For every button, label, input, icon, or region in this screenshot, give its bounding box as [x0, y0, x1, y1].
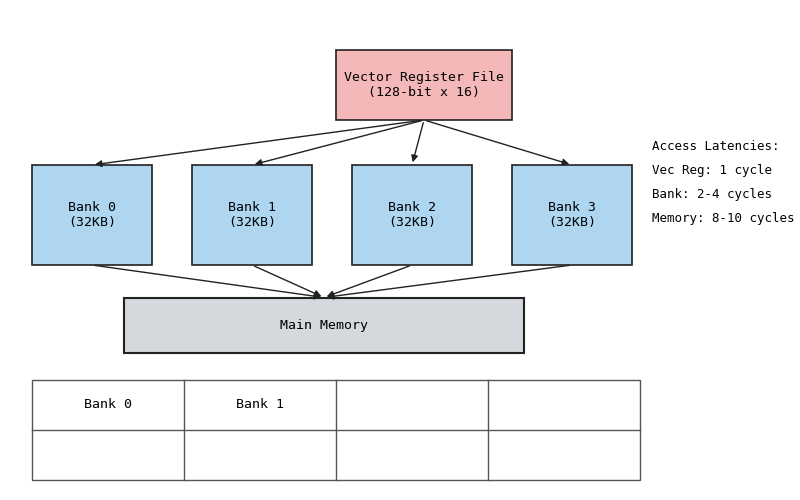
Text: Bank 1: Bank 1 [236, 398, 284, 411]
Text: Vec Reg: 1 cycle: Vec Reg: 1 cycle [652, 164, 772, 177]
Bar [124, 298, 524, 352]
Text: Vector Register File
(128-bit x 16): Vector Register File (128-bit x 16) [344, 71, 504, 99]
Text: Memory: 8-10 cycles: Memory: 8-10 cycles [652, 212, 794, 225]
Bar [32, 165, 152, 265]
Text: Bank 1
(32KB): Bank 1 (32KB) [228, 201, 276, 229]
Bar [512, 165, 632, 265]
Text: Bank 2
(32KB): Bank 2 (32KB) [388, 201, 436, 229]
Text: Bank 0
(32KB): Bank 0 (32KB) [68, 201, 116, 229]
Text: Main Memory: Main Memory [280, 318, 368, 332]
Text: Access Latencies:: Access Latencies: [652, 140, 779, 153]
Bar [192, 165, 312, 265]
Bar [352, 165, 472, 265]
Text: Bank 0: Bank 0 [84, 398, 132, 411]
Text: Bank: 2-4 cycles: Bank: 2-4 cycles [652, 188, 772, 201]
Text: Bank 3
(32KB): Bank 3 (32KB) [548, 201, 596, 229]
Bar [336, 50, 512, 120]
Bar [32, 380, 640, 480]
